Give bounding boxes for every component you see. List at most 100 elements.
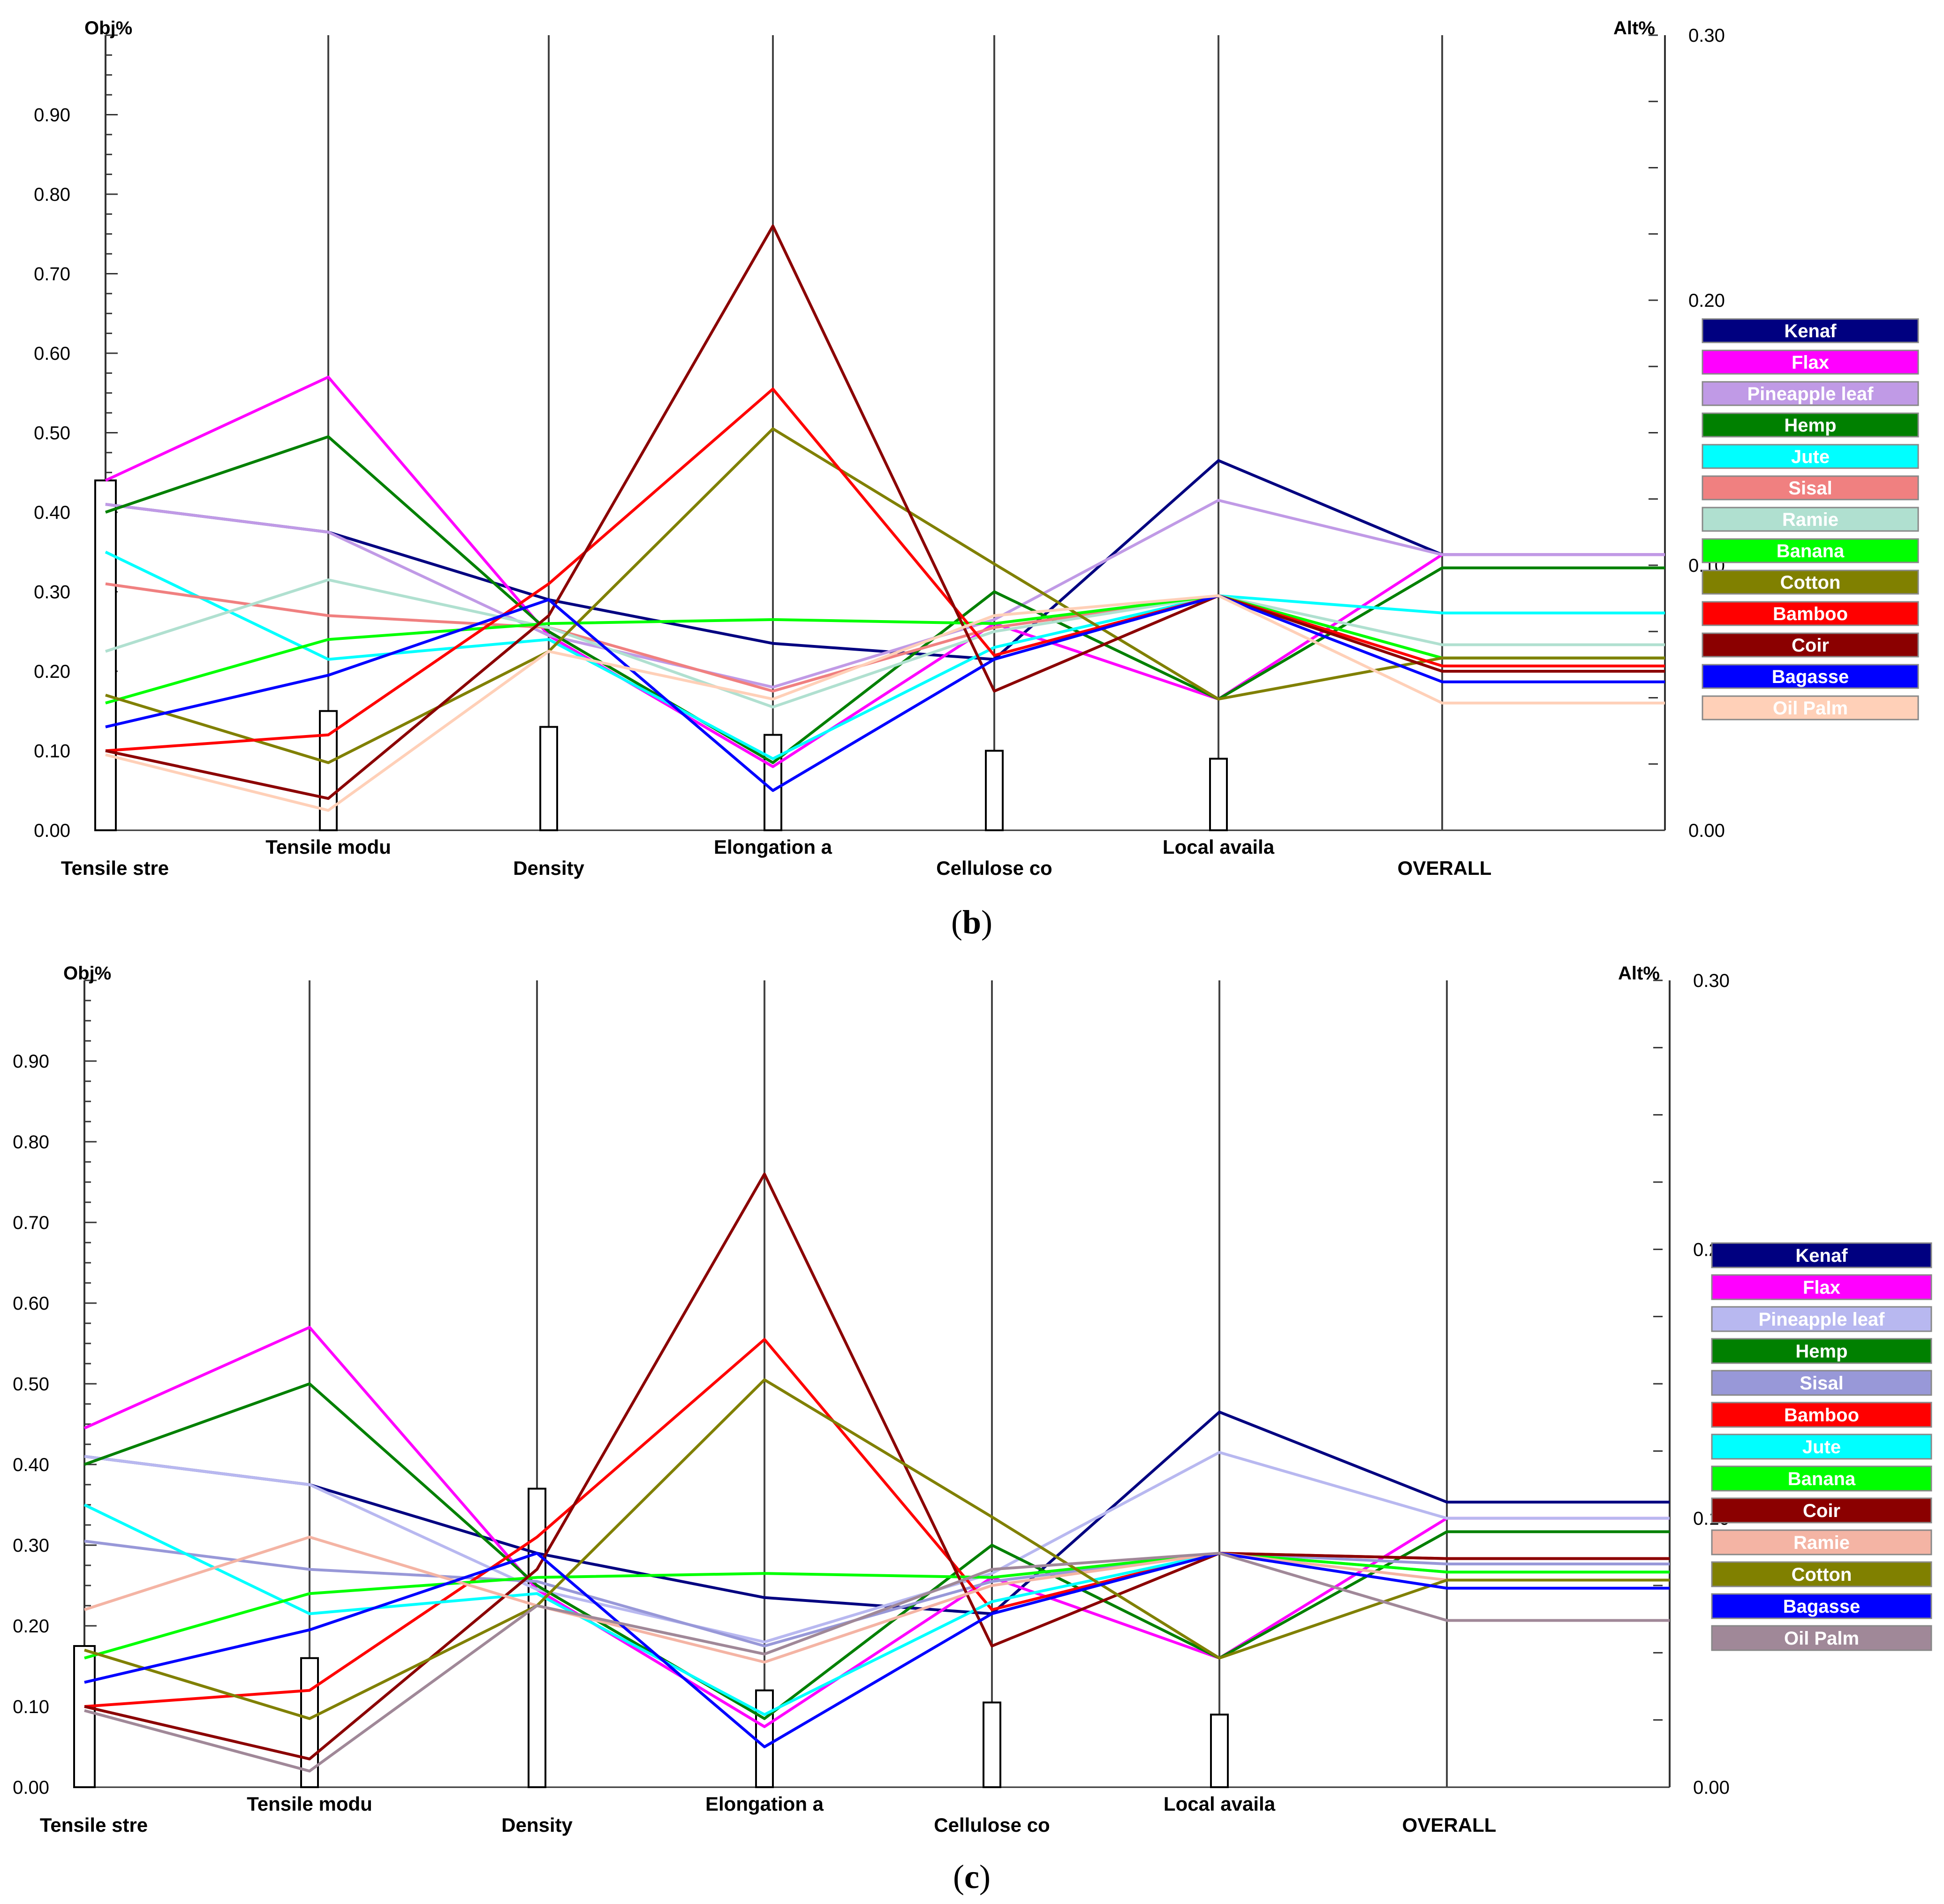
series-line-pineapple-leaf: [84, 1451, 1670, 1644]
left-tick-label: 0.70: [13, 1213, 49, 1233]
objective-weight-bar: [755, 1689, 774, 1789]
category-label: Tensile modu: [265, 836, 391, 858]
legend-swatch: [1702, 507, 1919, 532]
left-tick-label: 0.00: [13, 1777, 49, 1798]
objective-weight-bar: [1210, 1714, 1229, 1788]
series-line-hemp: [83, 1382, 1670, 1720]
objective-weight-bar: [94, 479, 117, 831]
legend-swatch: [1702, 444, 1919, 469]
right-axis-label: Alt%: [1618, 963, 1660, 984]
objective-weight-bar: [985, 750, 1004, 831]
series-line-bamboo: [105, 387, 1665, 752]
legend-swatch: [1702, 538, 1919, 563]
legend-swatch: [1711, 1242, 1932, 1268]
right-tick-label: 0.30: [1688, 25, 1725, 46]
left-tick-label: 0.90: [34, 105, 70, 126]
left-tick-label: 0.30: [34, 582, 70, 603]
series-line-pineapple-leaf: [105, 499, 1665, 689]
left-axis-label: Obj%: [84, 18, 132, 38]
legend-swatch: [1702, 349, 1919, 375]
legend-label: Bamboo: [1773, 604, 1848, 624]
series-line-sisal: [84, 1540, 1670, 1647]
legend-swatch: [1702, 664, 1919, 689]
left-tick-label: 0.50: [13, 1374, 49, 1395]
legend-swatch: [1711, 1306, 1932, 1332]
category-label: Cellulose co: [934, 1814, 1050, 1836]
objective-weight-bar: [73, 1645, 96, 1788]
legend-label: Hemp: [1795, 1341, 1847, 1362]
legend-label: Ramie: [1782, 509, 1838, 530]
legend-swatch: [1702, 381, 1919, 406]
series-line-ramie: [105, 578, 1665, 709]
series-line-coir: [105, 224, 1665, 800]
right-axis-label: Alt%: [1613, 18, 1655, 38]
legend-label: Bagasse: [1783, 1596, 1861, 1617]
legend-swatch: [1702, 569, 1919, 595]
legend-swatch: [1702, 632, 1919, 658]
left-tick-label: 0.20: [13, 1616, 49, 1637]
chart-panel-b: 0.00 0.10 0.20 0.30 0.40 0.50 0.60 0.70 0.80 0.90…: [34, 18, 1919, 941]
legend-swatch: [1711, 1497, 1932, 1524]
legend-swatch: [1702, 318, 1919, 343]
legend-swatch: [1702, 412, 1919, 438]
left-tick-label: 0.90: [13, 1051, 49, 1072]
legend-label: Cotton: [1780, 572, 1841, 593]
legend-label: Sisal: [1788, 478, 1832, 499]
series-line-kenaf: [84, 1411, 1670, 1616]
legend-label: Banana: [1777, 541, 1845, 561]
category-label: OVERALL: [1398, 857, 1492, 879]
category-label: Tensile modu: [247, 1793, 372, 1815]
series-line-cotton: [84, 1378, 1670, 1720]
legend-label: Pineapple leaf: [1747, 384, 1874, 404]
legend-label: Pineapple leaf: [1759, 1309, 1885, 1330]
series-line-oil-palm: [105, 594, 1665, 812]
category-label: Local availa: [1164, 1793, 1276, 1815]
right-tick-label: 0.30: [1693, 971, 1730, 991]
panel-caption: (c): [953, 1858, 991, 1896]
legend-label: Jute: [1791, 447, 1830, 467]
left-tick-label: 0.50: [34, 423, 70, 444]
left-tick-label: 0.20: [34, 661, 70, 682]
legend-label: Kenaf: [1795, 1245, 1848, 1266]
series-line-flax: [105, 375, 1665, 768]
left-tick-label: 0.60: [13, 1293, 49, 1314]
legend-label: Hemp: [1784, 415, 1836, 436]
legend-label: Banana: [1788, 1469, 1856, 1489]
category-label: OVERALL: [1402, 1814, 1497, 1836]
series-line-oil-palm: [84, 1552, 1670, 1773]
left-tick-label: 0.80: [13, 1132, 49, 1153]
legend-swatch: [1702, 695, 1919, 721]
category-label: Density: [501, 1814, 573, 1836]
legend-label: Kenaf: [1784, 321, 1837, 341]
legend-label: Jute: [1802, 1437, 1841, 1457]
objective-weight-bar: [319, 710, 338, 831]
left-tick-label: 0.30: [13, 1535, 49, 1556]
series-line-jute: [105, 551, 1665, 760]
legend-swatch: [1711, 1561, 1932, 1587]
legend-swatch: [1711, 1434, 1932, 1460]
legend-swatch: [1711, 1529, 1932, 1555]
series-line-banana: [84, 1552, 1670, 1660]
series-line-ramie: [84, 1535, 1670, 1664]
category-label: Tensile stre: [40, 1814, 148, 1836]
objective-weight-bar: [764, 734, 782, 831]
left-tick-label: 0.00: [34, 820, 70, 841]
series-line-flax: [83, 1326, 1670, 1728]
right-tick-label: 0.00: [1688, 820, 1725, 841]
legend-label: Flax: [1803, 1277, 1840, 1298]
legend-label: Sisal: [1800, 1373, 1843, 1394]
left-tick-label: 0.40: [34, 502, 70, 523]
left-tick-label: 0.60: [34, 343, 70, 364]
category-label: Cellulose co: [936, 857, 1052, 879]
legend-label: Oil Palm: [1773, 698, 1848, 719]
series-line-hemp: [105, 435, 1665, 764]
series-line-cotton: [105, 427, 1665, 764]
legend-label: Flax: [1792, 352, 1829, 373]
category-label: Elongation a: [705, 1793, 824, 1815]
left-tick-label: 0.40: [13, 1455, 49, 1475]
series-line-coir: [84, 1172, 1670, 1760]
legend-swatch: [1702, 601, 1919, 626]
right-tick-label: 0.20: [1688, 290, 1725, 311]
legend-swatch: [1702, 475, 1919, 501]
